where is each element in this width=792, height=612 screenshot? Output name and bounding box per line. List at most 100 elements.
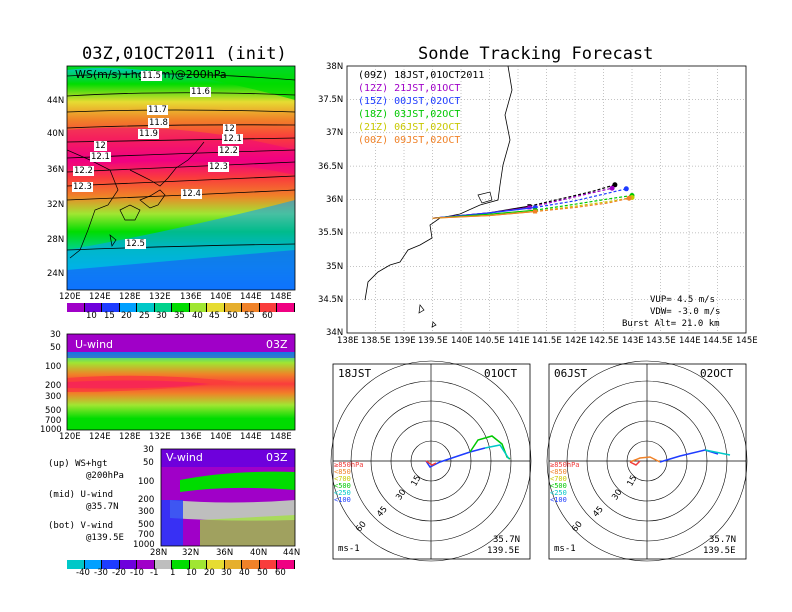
u-wind-frame (66, 333, 296, 431)
contour-label: 12.1 (222, 134, 243, 144)
colorbar-label: 20 (204, 568, 215, 578)
colorbar-swatch (154, 560, 173, 569)
x-tick: 148E (270, 292, 292, 302)
colorbar-label: -30 (94, 568, 108, 578)
y-tick: 35N (326, 262, 344, 272)
colorbar-label: 30 (156, 311, 167, 321)
hodo-lon: 139.5E (487, 546, 520, 556)
colorbar-label: 10 (86, 311, 97, 321)
x-tick: 40N (250, 548, 268, 558)
x-tick: 141.5E (532, 336, 562, 346)
x-tick: 138E (337, 336, 359, 346)
hodo-date: 02OCT (700, 367, 734, 380)
colorbar-swatch (259, 560, 278, 569)
y-tick: 35.5N (318, 228, 344, 238)
colorbar-label: 30 (221, 568, 232, 578)
x-tick: 140E (210, 292, 232, 302)
colorbar-swatch (172, 303, 190, 312)
colorbar-label: 40 (239, 568, 250, 578)
contour-label: 11.6 (190, 87, 211, 97)
param-vup: VUP= 4.5 m/s (650, 295, 716, 305)
param-burst-alt: Burst Alt= 21.0 km (622, 319, 720, 329)
colorbar-swatch (207, 560, 225, 569)
left-title: 03Z,01OCT2011 (init) (82, 44, 287, 64)
x-tick: 142E (565, 336, 587, 346)
colorbar-label: 35 (174, 311, 185, 321)
colorbar-swatch (224, 303, 243, 312)
y-tick: 50 (143, 458, 154, 468)
hodo-level-legend: ≥850hPa <850 <700 <500 <250 <100 (550, 461, 580, 504)
x-tick: 120E (59, 292, 81, 302)
y-tick: 1000 (40, 425, 62, 435)
u-wind-time: 03Z (266, 338, 288, 351)
colorbar-label: -10 (130, 568, 144, 578)
x-tick: 148E (270, 432, 292, 442)
uv-colorbar (67, 560, 295, 569)
colorbar-label: -40 (76, 568, 90, 578)
x-tick: 139.5E (418, 336, 448, 346)
y-tick: 34.5N (318, 295, 344, 305)
track-map (346, 65, 747, 334)
track-ascent-line (432, 210, 536, 219)
y-tick: 24N (47, 269, 65, 279)
colorbar-label: 50 (257, 568, 268, 578)
track-landing-point (623, 186, 629, 192)
colorbar-swatch (154, 303, 173, 312)
colorbar-swatch (102, 303, 120, 312)
hodo-time: 06JST (554, 367, 588, 380)
legend-entry: (12Z) 21JST,01OCT (358, 83, 461, 94)
contour-label: 12.3 (72, 182, 93, 192)
x-tick: 132E (149, 432, 171, 442)
track-burst-point (533, 205, 538, 210)
colorbar-swatch (84, 303, 103, 312)
contour-label: 12.2 (73, 166, 94, 176)
contour-label: 12.1 (90, 152, 111, 162)
contour-label: 12.2 (218, 146, 239, 156)
colorbar-swatch (102, 560, 120, 569)
track-descent-line (529, 187, 613, 209)
x-tick: 36N (216, 548, 234, 558)
colorbar-swatch (84, 560, 103, 569)
x-tick: 140E (451, 336, 473, 346)
contour-label: 11.9 (138, 129, 159, 139)
contour-label: 11.5 (141, 71, 162, 81)
track-landing-point (626, 195, 632, 201)
legend-entry: (15Z) 00JST,02OCT (358, 96, 461, 107)
colorbar-swatch (119, 303, 138, 312)
track-descent-line (535, 188, 627, 209)
contour-label: 12.5 (125, 239, 146, 249)
contour-label: 12 (94, 141, 107, 151)
colorbar-label: 55 (244, 311, 255, 321)
y-tick: 30 (143, 445, 154, 455)
colorbar-swatch (242, 303, 260, 312)
legend-note-key: (up) WS+hgt (48, 459, 108, 469)
y-tick: 32N (47, 200, 65, 210)
colorbar-swatch (277, 303, 295, 312)
y-tick: 500 (138, 520, 155, 530)
colorbar-label: 50 (227, 311, 238, 321)
y-tick: 36.5N (318, 162, 344, 172)
x-tick: 128E (119, 432, 141, 442)
colorbar-label: 20 (121, 311, 132, 321)
x-tick: 32N (182, 548, 200, 558)
track-descent-line (535, 196, 633, 213)
track-burst-point (527, 205, 532, 210)
hodo-lon: 139.5E (703, 546, 736, 556)
colorbar-label: -1 (150, 568, 159, 578)
colorbar-swatch (242, 560, 260, 569)
x-tick: 144E (240, 432, 262, 442)
x-tick: 28N (150, 548, 168, 558)
y-tick: 300 (138, 507, 155, 517)
legend-entry: (09Z) 18JST,01OCT2011 (358, 70, 485, 81)
y-tick: 28N (47, 235, 65, 245)
x-tick: 136E (180, 432, 202, 442)
y-tick: 500 (45, 406, 62, 416)
x-tick: 143.5E (646, 336, 676, 346)
y-tick: 44N (47, 96, 65, 106)
x-tick: 124E (89, 432, 111, 442)
colorbar-swatch (189, 303, 208, 312)
hodograph-left (330, 360, 532, 562)
hodo-lat: 35.7N (493, 535, 521, 545)
y-tick: 700 (45, 416, 62, 426)
